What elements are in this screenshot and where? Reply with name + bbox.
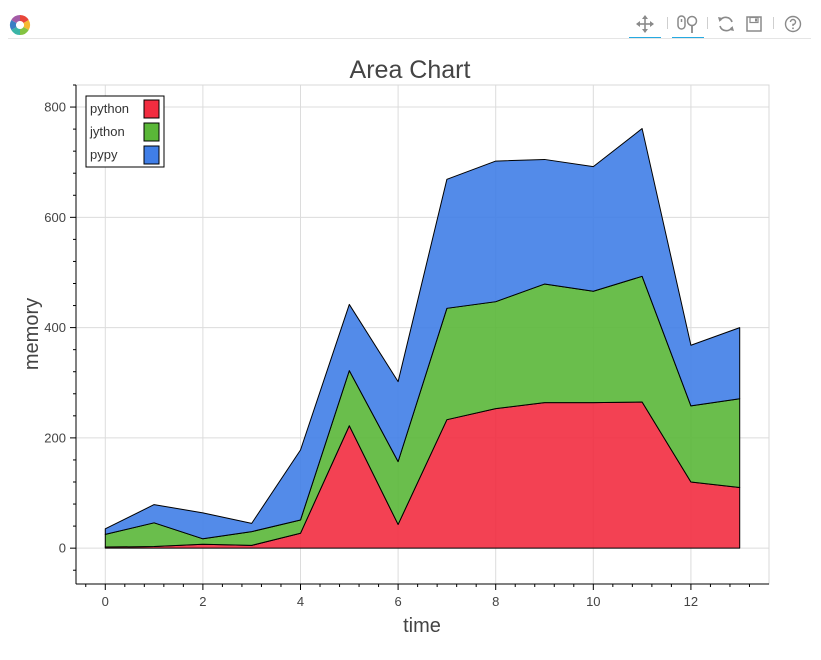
x-tick-label: 8 (492, 594, 499, 609)
legend-label: jython (89, 124, 125, 139)
x-tick-label: 10 (586, 594, 600, 609)
toolbar (0, 0, 821, 40)
chart-title: Area Chart (350, 56, 471, 84)
y-tick-label: 800 (44, 100, 66, 115)
legend: python jython pypy (85, 95, 165, 168)
bokeh-logo-icon[interactable] (9, 14, 31, 36)
y-tick-label: 0 (59, 541, 66, 556)
legend-swatch-pypy (143, 145, 160, 165)
save-icon (746, 16, 762, 32)
toolbar-separator (773, 17, 774, 29)
y-tick-label: 400 (44, 320, 66, 335)
save-tool-button[interactable] (742, 12, 766, 36)
plot-areas (104, 128, 741, 549)
toolbar-separator (707, 17, 708, 29)
y-tick-label: 200 (44, 430, 66, 445)
axes: 0 2 4 6 8 10 12 0 200 400 600 800 (44, 84, 769, 609)
reset-icon (718, 16, 734, 32)
wheel-zoom-icon (677, 15, 698, 33)
y-axis-label: memory (21, 298, 43, 370)
legend-label: python (90, 101, 129, 116)
pan-icon (636, 15, 654, 33)
x-tick-label: 12 (684, 594, 698, 609)
toolbar-separator (667, 17, 668, 29)
area-pypy[interactable] (104, 128, 741, 540)
x-tick-label: 2 (199, 594, 206, 609)
x-tick-label: 6 (394, 594, 401, 609)
x-tick-label: 4 (297, 594, 304, 609)
x-tick-label: 0 (102, 594, 109, 609)
legend-swatch-python (143, 99, 160, 119)
toolbar-divider (8, 38, 811, 39)
y-tick-label: 600 (44, 210, 66, 225)
help-tool-button[interactable] (781, 12, 805, 36)
legend-swatch-jython (143, 122, 160, 142)
reset-tool-button[interactable] (714, 12, 738, 36)
help-icon (784, 15, 802, 33)
legend-label: pypy (90, 147, 118, 162)
x-axis-label: time (403, 615, 441, 637)
